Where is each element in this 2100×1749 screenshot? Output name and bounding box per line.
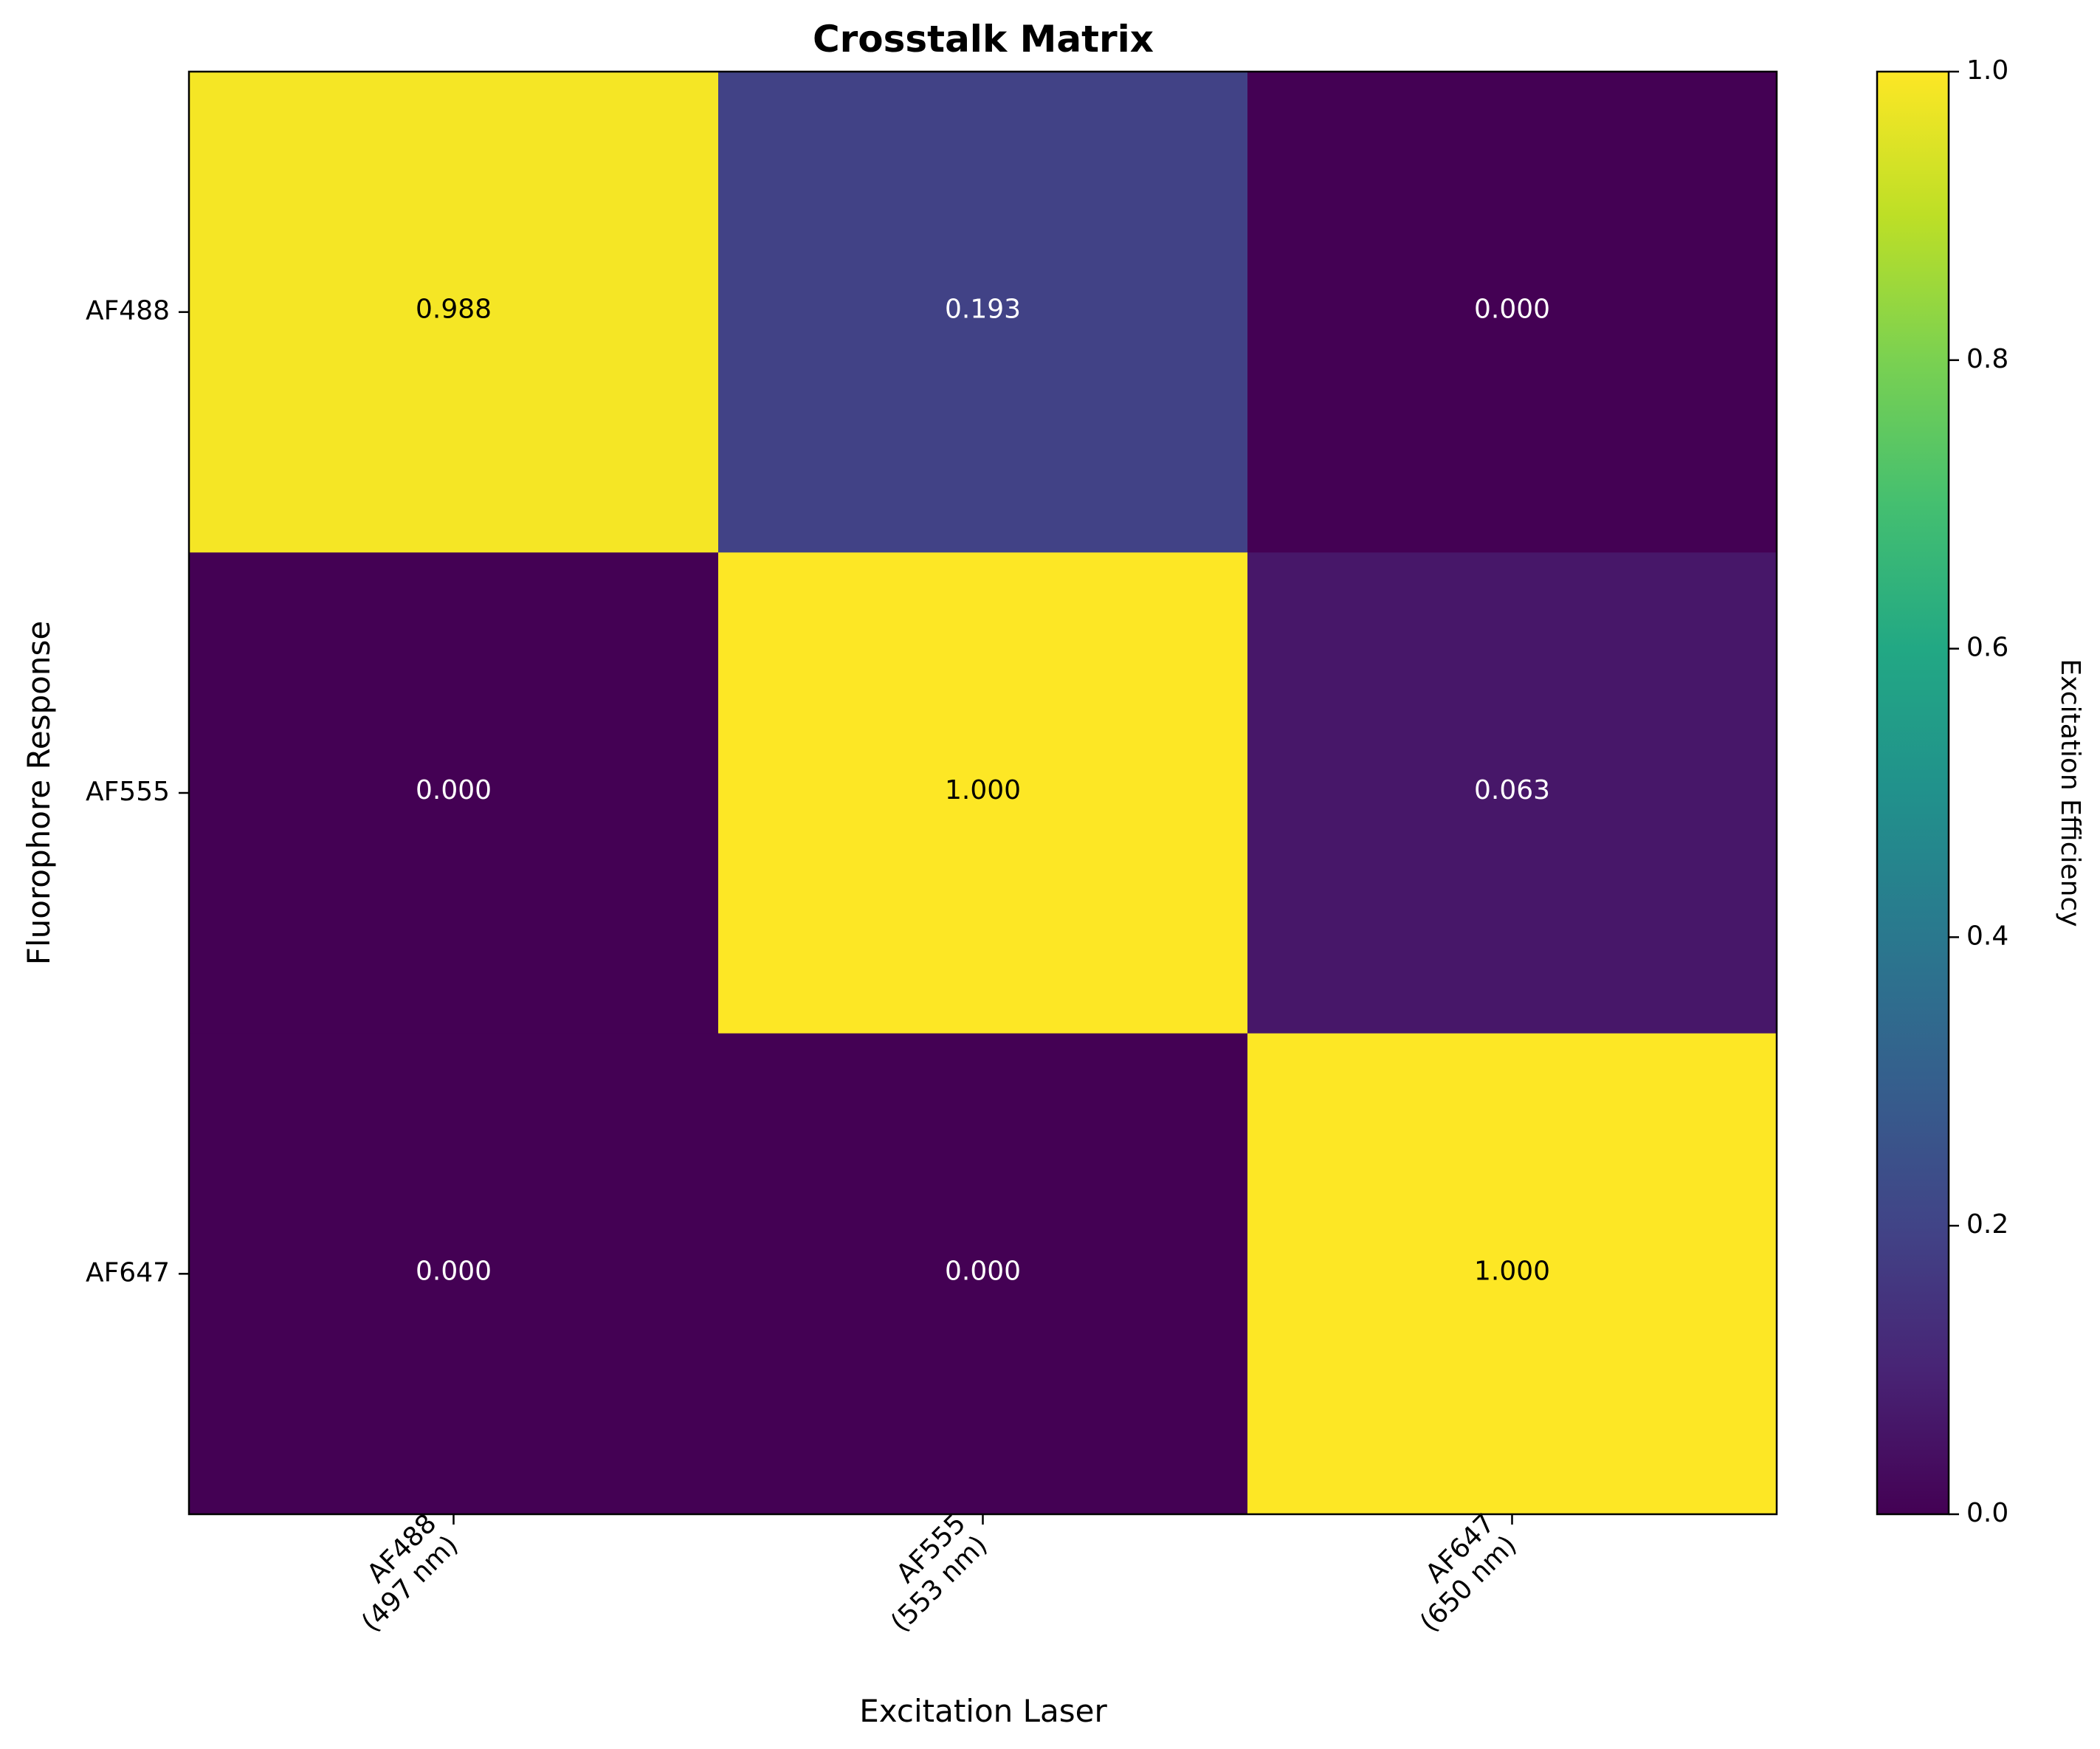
colorbar-tick-label: 0.0 [1966,1498,2008,1528]
heatmap-cell [718,72,1248,553]
y-axis-ticks: AF488 AF555 AF647 [86,296,189,1288]
heatmap-cell [189,72,719,553]
cell-value-label: 0.000 [416,1256,492,1286]
colorbar-tick-label: 0.2 [1966,1209,2008,1240]
heatmap-cell [189,552,719,1034]
colorbar-tick-label: 0.4 [1966,921,2008,951]
colorbar-ticks: 0.0 0.2 0.4 0.6 0.8 1.0 [1949,55,2008,1528]
heatmap-cell [718,1033,1248,1515]
y-axis-label: Fluorophore Response [21,621,57,965]
colorbar-tick-label: 1.0 [1966,55,2008,86]
colorbar-label: Excitation Efficiency [2055,659,2085,927]
colorbar-tick-label: 0.6 [1966,633,2008,663]
heatmap-cell [718,552,1248,1034]
chart-title: Crosstalk Matrix [813,18,1154,61]
heatmap-cell [1247,72,1777,553]
x-tick-label: AF555(553 nm) [864,1508,994,1638]
x-tick-label: AF488(497 nm) [334,1508,464,1638]
y-tick-label: AF555 [86,777,170,807]
y-tick-label: AF488 [86,296,170,326]
heatmap-cell [189,1033,719,1515]
cell-value-label: 1.000 [945,775,1021,805]
cell-value-label: 0.000 [416,775,492,805]
cell-value-label: 0.193 [945,295,1021,325]
cell-value-label: 1.000 [1474,1256,1550,1286]
cell-value-label: 0.063 [1474,775,1550,805]
cell-value-label: 0.988 [416,295,492,325]
x-axis-ticks: AF488(497 nm) AF555(553 nm) AF647(650 nm) [334,1508,1523,1638]
colorbar-tick-label: 0.8 [1966,344,2008,374]
heatmap-cell [1247,552,1777,1034]
cell-value-label: 0.000 [1474,295,1550,325]
heatmap-cell [1247,1033,1777,1515]
x-axis-label: Excitation Laser [859,1693,1107,1729]
heatmap-cell-labels: 0.988 0.193 0.000 0.000 1.000 0.063 0.000 0.000… [416,295,1550,1287]
y-tick-label: AF647 [86,1257,170,1288]
cell-value-label: 0.000 [945,1256,1021,1286]
colorbar [1876,70,1950,1516]
x-tick-label: AF647(650 nm) [1393,1508,1523,1638]
heatmap-cells [189,72,1777,1515]
